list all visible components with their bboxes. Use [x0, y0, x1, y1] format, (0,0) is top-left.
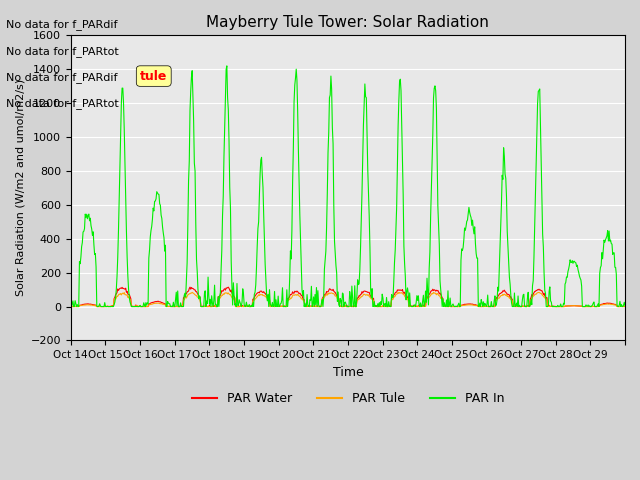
Y-axis label: Solar Radiation (W/m2 and umol/m2/s): Solar Radiation (W/m2 and umol/m2/s)	[15, 79, 25, 297]
Title: Mayberry Tule Tower: Solar Radiation: Mayberry Tule Tower: Solar Radiation	[207, 15, 490, 30]
Text: No data for f_PARdif: No data for f_PARdif	[6, 72, 118, 83]
Text: No data for f_PARdif: No data for f_PARdif	[6, 19, 118, 30]
Text: No data for f_PARtot: No data for f_PARtot	[6, 98, 119, 109]
Text: tule: tule	[140, 70, 168, 83]
X-axis label: Time: Time	[333, 366, 364, 379]
Text: No data for f_PARtot: No data for f_PARtot	[6, 46, 119, 57]
Legend: PAR Water, PAR Tule, PAR In: PAR Water, PAR Tule, PAR In	[187, 387, 509, 410]
